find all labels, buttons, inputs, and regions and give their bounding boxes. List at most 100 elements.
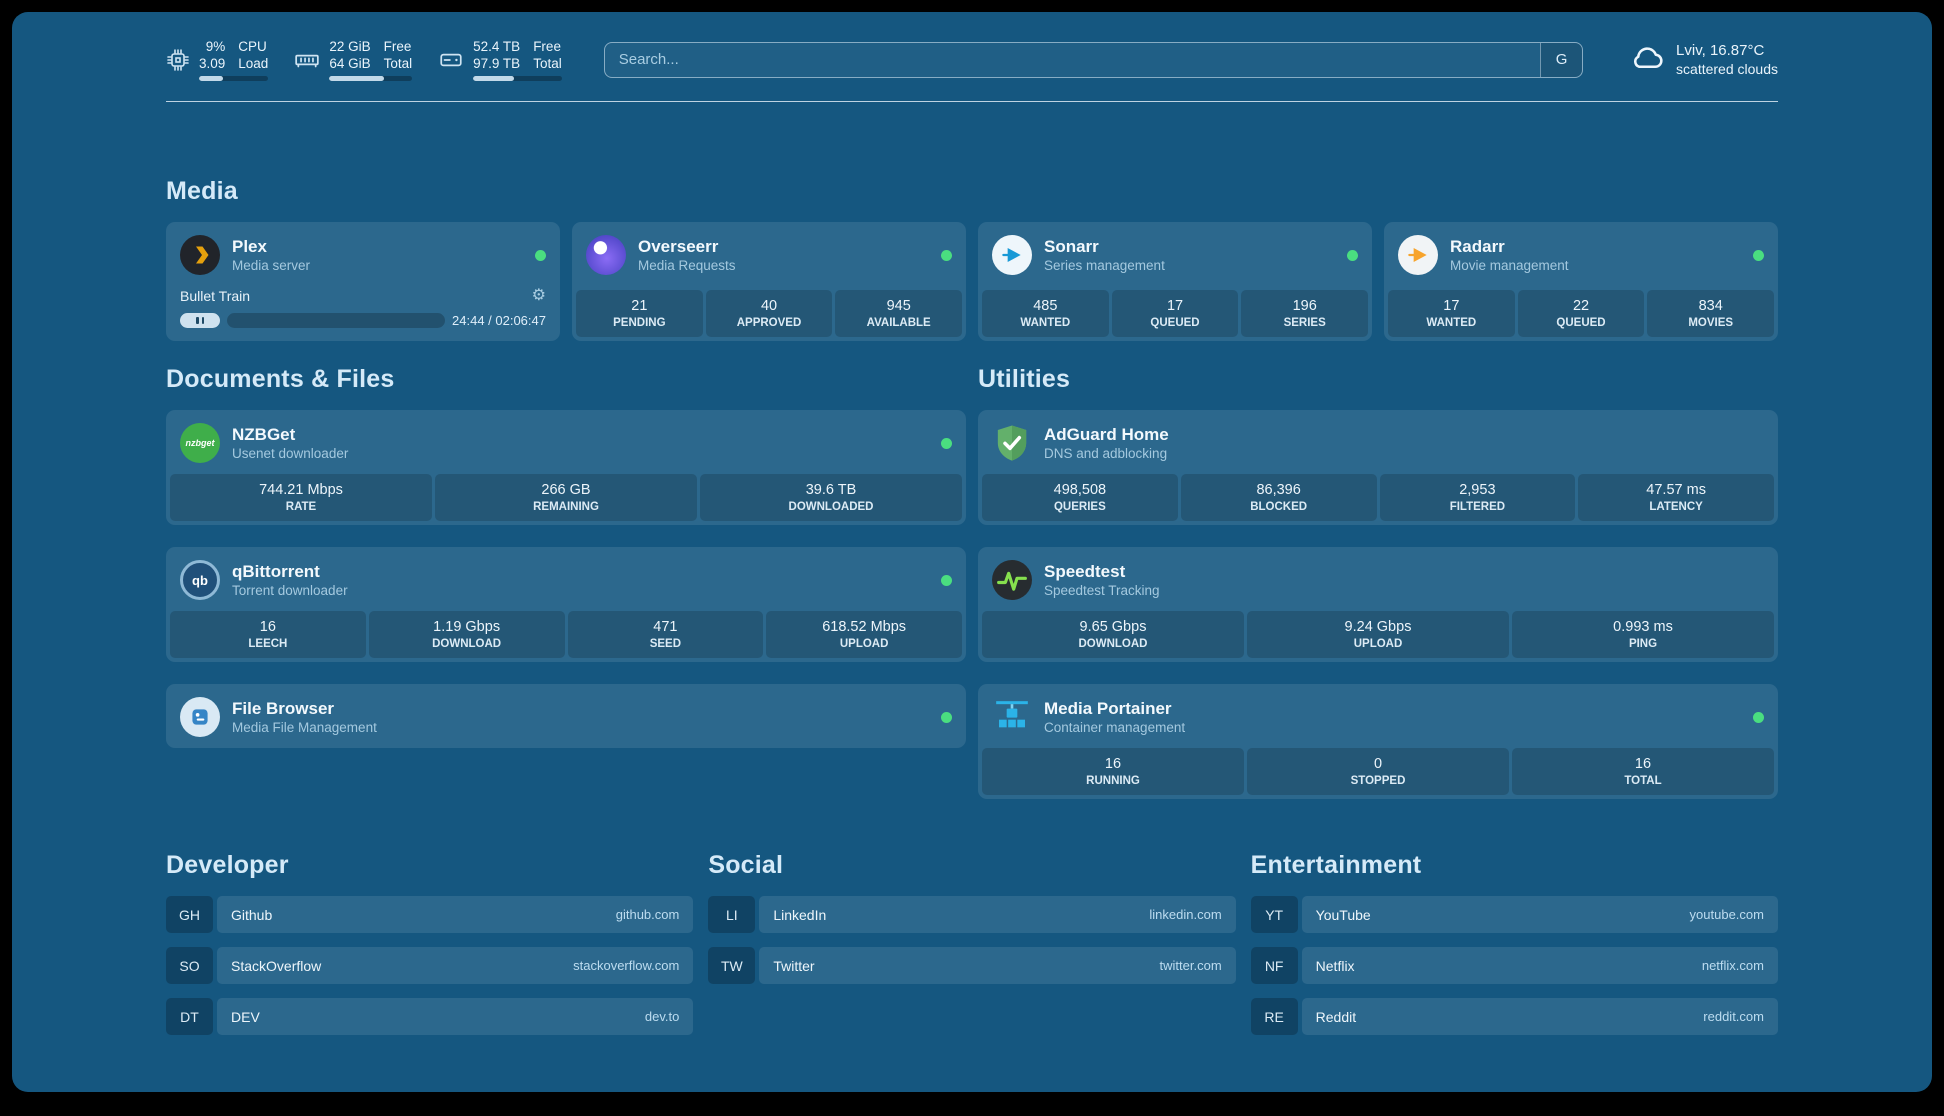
- topbar: 9% CPU 3.09 Load: [166, 38, 1778, 81]
- bookmark-youtube[interactable]: YT YouTube youtube.com: [1250, 896, 1778, 933]
- stat-wanted: 17 WANTED: [1388, 290, 1515, 337]
- service-card-plex[interactable]: Plex Media server Bullet Train ⚙: [166, 222, 560, 341]
- bookmark-github[interactable]: GH Github github.com: [166, 896, 694, 933]
- section-utilities: Utilities: [978, 365, 1778, 799]
- playback-time: 24:44 / 02:06:47: [452, 313, 546, 328]
- disk-total-value: 97.9 TB: [473, 56, 521, 71]
- service-subtitle: Media Requests: [638, 258, 736, 273]
- bookmark-name: Twitter: [773, 957, 815, 974]
- service-card-portainer[interactable]: Media Portainer Container management 16 R…: [978, 684, 1778, 799]
- search-provider-button[interactable]: G: [1540, 42, 1583, 77]
- stat-latency: 47.57 ms LATENCY: [1578, 474, 1774, 521]
- service-title: qBittorrent: [232, 562, 320, 581]
- service-subtitle: Speedtest Tracking: [1044, 583, 1160, 598]
- stat-upload: 618.52 Mbps UPLOAD: [766, 611, 962, 658]
- bookmark-abbr: LI: [708, 896, 756, 933]
- service-subtitle: Media server: [232, 258, 311, 273]
- stat-movies: 834 MOVIES: [1647, 290, 1775, 337]
- stat-download: 1.19 Gbps DOWNLOAD: [368, 611, 565, 658]
- bookmark-stackoverflow[interactable]: SO StackOverflow stackoverflow.com: [166, 947, 694, 984]
- service-card-nzbget[interactable]: nzbget NZBGet Usenet downloader 744.21 M…: [166, 410, 966, 525]
- cpu-stats: 9% CPU 3.09 Load: [199, 38, 269, 81]
- service-subtitle: Series management: [1044, 258, 1165, 273]
- status-dot: [941, 574, 952, 586]
- service-card-qbittorrent[interactable]: qb qBittorrent Torrent downloader 16 LEEC…: [166, 547, 966, 662]
- service-card-sonarr[interactable]: Sonarr Series management 485 WANTED 17 QUE…: [978, 222, 1372, 341]
- memory-free-value: 22 GiB: [329, 39, 371, 54]
- search-input[interactable]: [604, 42, 1541, 77]
- now-playing-title: Bullet Train: [180, 288, 251, 304]
- bookmark-group-entertainment: Entertainment YT YouTube youtube.com NF …: [1250, 851, 1778, 1035]
- weather-condition: scattered clouds: [1676, 61, 1778, 77]
- bookmark-url: linkedin.com: [1149, 907, 1222, 922]
- status-dot: [535, 249, 546, 261]
- radarr-icon: [1398, 235, 1438, 275]
- service-subtitle: DNS and adblocking: [1044, 446, 1168, 461]
- bookmark-url: reddit.com: [1703, 1009, 1764, 1024]
- service-card-filebrowser[interactable]: File Browser Media File Management: [166, 684, 966, 748]
- bookmark-abbr: GH: [166, 896, 213, 933]
- disk-label-bottom: Total: [533, 56, 562, 71]
- memory-total-value: 64 GiB: [329, 56, 371, 71]
- stat-queued: 22 QUEUED: [1517, 290, 1645, 337]
- memory-label-top: Free: [383, 39, 412, 54]
- qbittorrent-icon: qb: [180, 560, 220, 600]
- service-card-speedtest[interactable]: Speedtest Speedtest Tracking 9.65 Gbps DO…: [978, 547, 1778, 662]
- bookmark-abbr: NF: [1250, 947, 1298, 984]
- stat-download: 9.65 Gbps DOWNLOAD: [982, 611, 1244, 658]
- status-dot: [941, 249, 952, 261]
- service-title: Radarr: [1450, 237, 1505, 256]
- service-subtitle: Container management: [1044, 720, 1186, 735]
- service-title: NZBGet: [232, 425, 296, 444]
- stat-downloaded: 39.6 TB DOWNLOADED: [700, 474, 962, 521]
- bookmark-url: stackoverflow.com: [573, 958, 680, 973]
- service-title: Sonarr: [1044, 237, 1099, 256]
- service-title: Overseerr: [638, 237, 719, 256]
- cpu-label-top: CPU: [238, 39, 267, 54]
- playback-progress-bar[interactable]: [227, 313, 446, 328]
- bookmark-url: netflix.com: [1701, 958, 1764, 973]
- service-card-overseerr[interactable]: Overseerr Media Requests 21 PENDING 40 APP…: [572, 222, 966, 341]
- service-subtitle: Movie management: [1450, 258, 1569, 273]
- plex-icon: [180, 235, 220, 275]
- bookmark-linkedin[interactable]: LI LinkedIn linkedin.com: [708, 896, 1236, 933]
- bookmark-reddit[interactable]: RE Reddit reddit.com: [1250, 998, 1778, 1035]
- disk-progress-bar: [473, 76, 562, 81]
- stat-pending: 21 PENDING: [576, 290, 703, 337]
- bookmark-abbr: YT: [1250, 896, 1298, 933]
- dashboard-content: 9% CPU 3.09 Load: [166, 12, 1778, 1075]
- overseerr-icon: [586, 235, 626, 275]
- stat-remaining: 266 GB REMAINING: [435, 474, 697, 521]
- bookmark-url: dev.to: [644, 1009, 680, 1024]
- resource-disk: 52.4 TB Free 97.9 TB Total: [438, 38, 562, 81]
- resource-widgets: 9% CPU 3.09 Load: [166, 38, 562, 81]
- bookmark-abbr: SO: [166, 947, 213, 984]
- service-title: Media Portainer: [1044, 699, 1172, 718]
- adguard-icon: [992, 423, 1032, 463]
- topbar-divider: [166, 101, 1778, 102]
- service-title: AdGuard Home: [1044, 425, 1169, 444]
- stat-series: 196 SERIES: [1241, 290, 1369, 337]
- section-documents: Documents & Files nzbget NZBGet Usenet d…: [166, 365, 966, 748]
- service-card-radarr[interactable]: Radarr Movie management 17 WANTED 22 QUEUE…: [1384, 222, 1778, 341]
- status-dot: [941, 437, 952, 449]
- gear-icon[interactable]: ⚙: [531, 287, 546, 304]
- bookmark-twitter[interactable]: TW Twitter twitter.com: [708, 947, 1236, 984]
- service-title: Plex: [232, 237, 267, 256]
- service-card-adguard[interactable]: AdGuard Home DNS and adblocking 498,508 Q…: [978, 410, 1778, 525]
- cpu-load-value: 3.09: [199, 56, 226, 71]
- service-subtitle: Usenet downloader: [232, 446, 349, 461]
- bookmark-name: DEV: [231, 1008, 260, 1025]
- cpu-label-bottom: Load: [238, 56, 269, 71]
- dashboard-page: 9% CPU 3.09 Load: [12, 12, 1932, 1092]
- stat-leech: 16 LEECH: [170, 611, 366, 658]
- pause-button[interactable]: [180, 313, 220, 328]
- stat-upload: 9.24 Gbps UPLOAD: [1247, 611, 1509, 658]
- cpu-icon: [166, 48, 190, 72]
- disk-free-value: 52.4 TB: [473, 39, 521, 54]
- bookmark-name: YouTube: [1315, 906, 1371, 923]
- bookmark-dev[interactable]: DT DEV dev.to: [166, 998, 694, 1035]
- bookmark-netflix[interactable]: NF Netflix netflix.com: [1250, 947, 1778, 984]
- stat-stopped: 0 STOPPED: [1247, 748, 1509, 795]
- memory-label-bottom: Total: [383, 56, 413, 71]
